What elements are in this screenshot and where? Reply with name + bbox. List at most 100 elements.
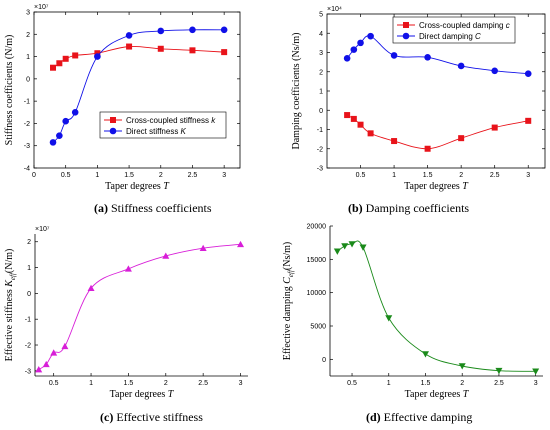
x-axis-label-text: Taper degrees	[405, 389, 463, 400]
data-point	[367, 32, 374, 40]
y-axis-label: Damping coefficients (Ns/m)	[291, 32, 302, 149]
y-tick-label: 0	[27, 291, 31, 298]
x-axis-label-var: T	[163, 181, 170, 192]
x-tick-label: 0.5	[49, 380, 59, 387]
caption-letter: (c)	[100, 410, 114, 424]
data-point	[71, 108, 79, 116]
x-axis-label-text: Taper degrees	[110, 389, 168, 400]
x-axis-label-var: T	[168, 389, 175, 400]
y-tick-label: 4	[319, 31, 323, 38]
data-point	[491, 124, 498, 131]
series-1	[49, 26, 228, 146]
x-tick-label: 1	[89, 380, 93, 387]
data-point	[94, 53, 101, 60]
y-axis-label: Effective damping Ceff(Ns/m)	[282, 242, 295, 360]
legend-label-text: Direct damping	[419, 32, 475, 41]
caption-text: Damping coefficients	[365, 201, 470, 215]
axis-exponent: ×10⁷	[34, 4, 49, 11]
x-tick-label: 0.5	[356, 172, 366, 179]
data-point	[49, 139, 57, 146]
x-axis-label-text: Taper degrees	[105, 181, 163, 192]
y-axis-label-text: Effective damping	[282, 284, 293, 360]
y-tick-label: 3	[26, 10, 30, 17]
data-point	[350, 115, 357, 122]
series-line	[38, 243, 241, 370]
x-tick-label: 1.5	[421, 380, 431, 387]
x-tick-label: 2.5	[494, 380, 504, 387]
y-tick-label: -3	[317, 166, 323, 173]
effective-stiffness-chart: 0.5 1 1.5 2 2.5 3 -3 -2 -1 0 1 2 ×10⁷ Taper degrees T…	[4, 226, 248, 400]
y-tick-label: 2	[319, 69, 323, 76]
x-tick-label: 2	[460, 380, 464, 387]
y-tick-label: -4	[24, 166, 30, 173]
y-tick-label: 10000	[307, 290, 327, 297]
data-point	[94, 50, 101, 57]
caption-c: (c) Effective stiffness	[100, 410, 203, 425]
legend-box	[99, 111, 227, 139]
legend: Cross-coupled damping c Direct damping C	[392, 16, 516, 44]
legend: Cross-coupled stiffness k Direct stiffnes…	[99, 111, 227, 139]
data-point	[157, 45, 164, 52]
y-tick-label: -1	[317, 127, 323, 134]
data-point	[109, 127, 117, 135]
y-tick-label: 0	[26, 76, 30, 83]
series-0	[50, 43, 228, 71]
data-point	[390, 52, 398, 59]
data-point	[189, 47, 196, 54]
x-axis-label-var: T	[463, 389, 470, 400]
y-tick-label: 1	[319, 89, 323, 96]
data-point	[348, 241, 356, 248]
x-tick-label: 0	[32, 172, 36, 179]
data-point	[424, 145, 431, 152]
y-tick-label: -2	[317, 146, 323, 153]
caption-b: (b) Damping coefficients	[348, 201, 469, 216]
y-tick-label: -2	[25, 343, 31, 350]
data-point	[359, 244, 367, 251]
data-point	[50, 349, 58, 356]
axis-exponent: ×10⁴	[327, 6, 342, 13]
x-tick-label: 1.5	[124, 380, 134, 387]
legend-label-var: c	[506, 21, 510, 30]
data-point	[344, 112, 351, 119]
caption-letter: (d)	[366, 410, 381, 424]
data-point	[110, 117, 116, 123]
x-tick-label: 2.5	[188, 172, 198, 179]
x-tick-label: 3	[526, 172, 530, 179]
y-axis-label-text: Effective stiffness	[4, 287, 15, 362]
data-point	[333, 248, 341, 255]
y-axis-label: Effective stiffness Keff(N/m)	[4, 249, 17, 362]
data-point	[524, 70, 532, 77]
x-tick-label: 0.5	[347, 380, 357, 387]
data-point	[421, 351, 429, 358]
y-tick-label: -1	[24, 99, 30, 106]
x-axis-label: Taper degrees T	[404, 181, 469, 192]
data-point	[403, 22, 409, 28]
data-point	[458, 363, 466, 370]
x-tick-label: 2	[159, 172, 163, 179]
data-point	[157, 27, 165, 35]
series-0	[344, 112, 532, 152]
data-point	[56, 60, 63, 67]
data-point	[532, 368, 540, 375]
legend-label: Cross-coupled stiffness k	[126, 116, 216, 125]
x-tick-label: 1	[387, 380, 391, 387]
legend-label-text: Cross-coupled damping	[419, 21, 506, 30]
data-point	[62, 55, 69, 62]
x-tick-label: 3	[222, 172, 226, 179]
y-tick-label: 2	[27, 239, 31, 246]
x-tick-label: 2	[164, 380, 168, 387]
data-point	[56, 132, 63, 139]
stiffness-chart: 0 0.5 1 1.5 2 2.5 3 -4 -3 -2 -1 0 1 2 3 ×10⁷ Taper degre…	[4, 4, 241, 192]
y-tick-label: -3	[25, 368, 31, 375]
y-axis-label-var: C	[282, 277, 293, 284]
legend-label-var: K	[181, 127, 187, 136]
y-axis-label-unit: (Ns/m)	[282, 242, 293, 270]
caption-letter: (a)	[94, 201, 108, 215]
data-point	[525, 117, 532, 124]
y-axis-label: Stiffness coefficients (N/m)	[4, 35, 15, 146]
data-point	[125, 32, 133, 39]
data-point	[87, 284, 95, 292]
data-point	[50, 64, 57, 71]
legend-label-var: C	[475, 32, 481, 41]
series-line	[52, 45, 225, 69]
